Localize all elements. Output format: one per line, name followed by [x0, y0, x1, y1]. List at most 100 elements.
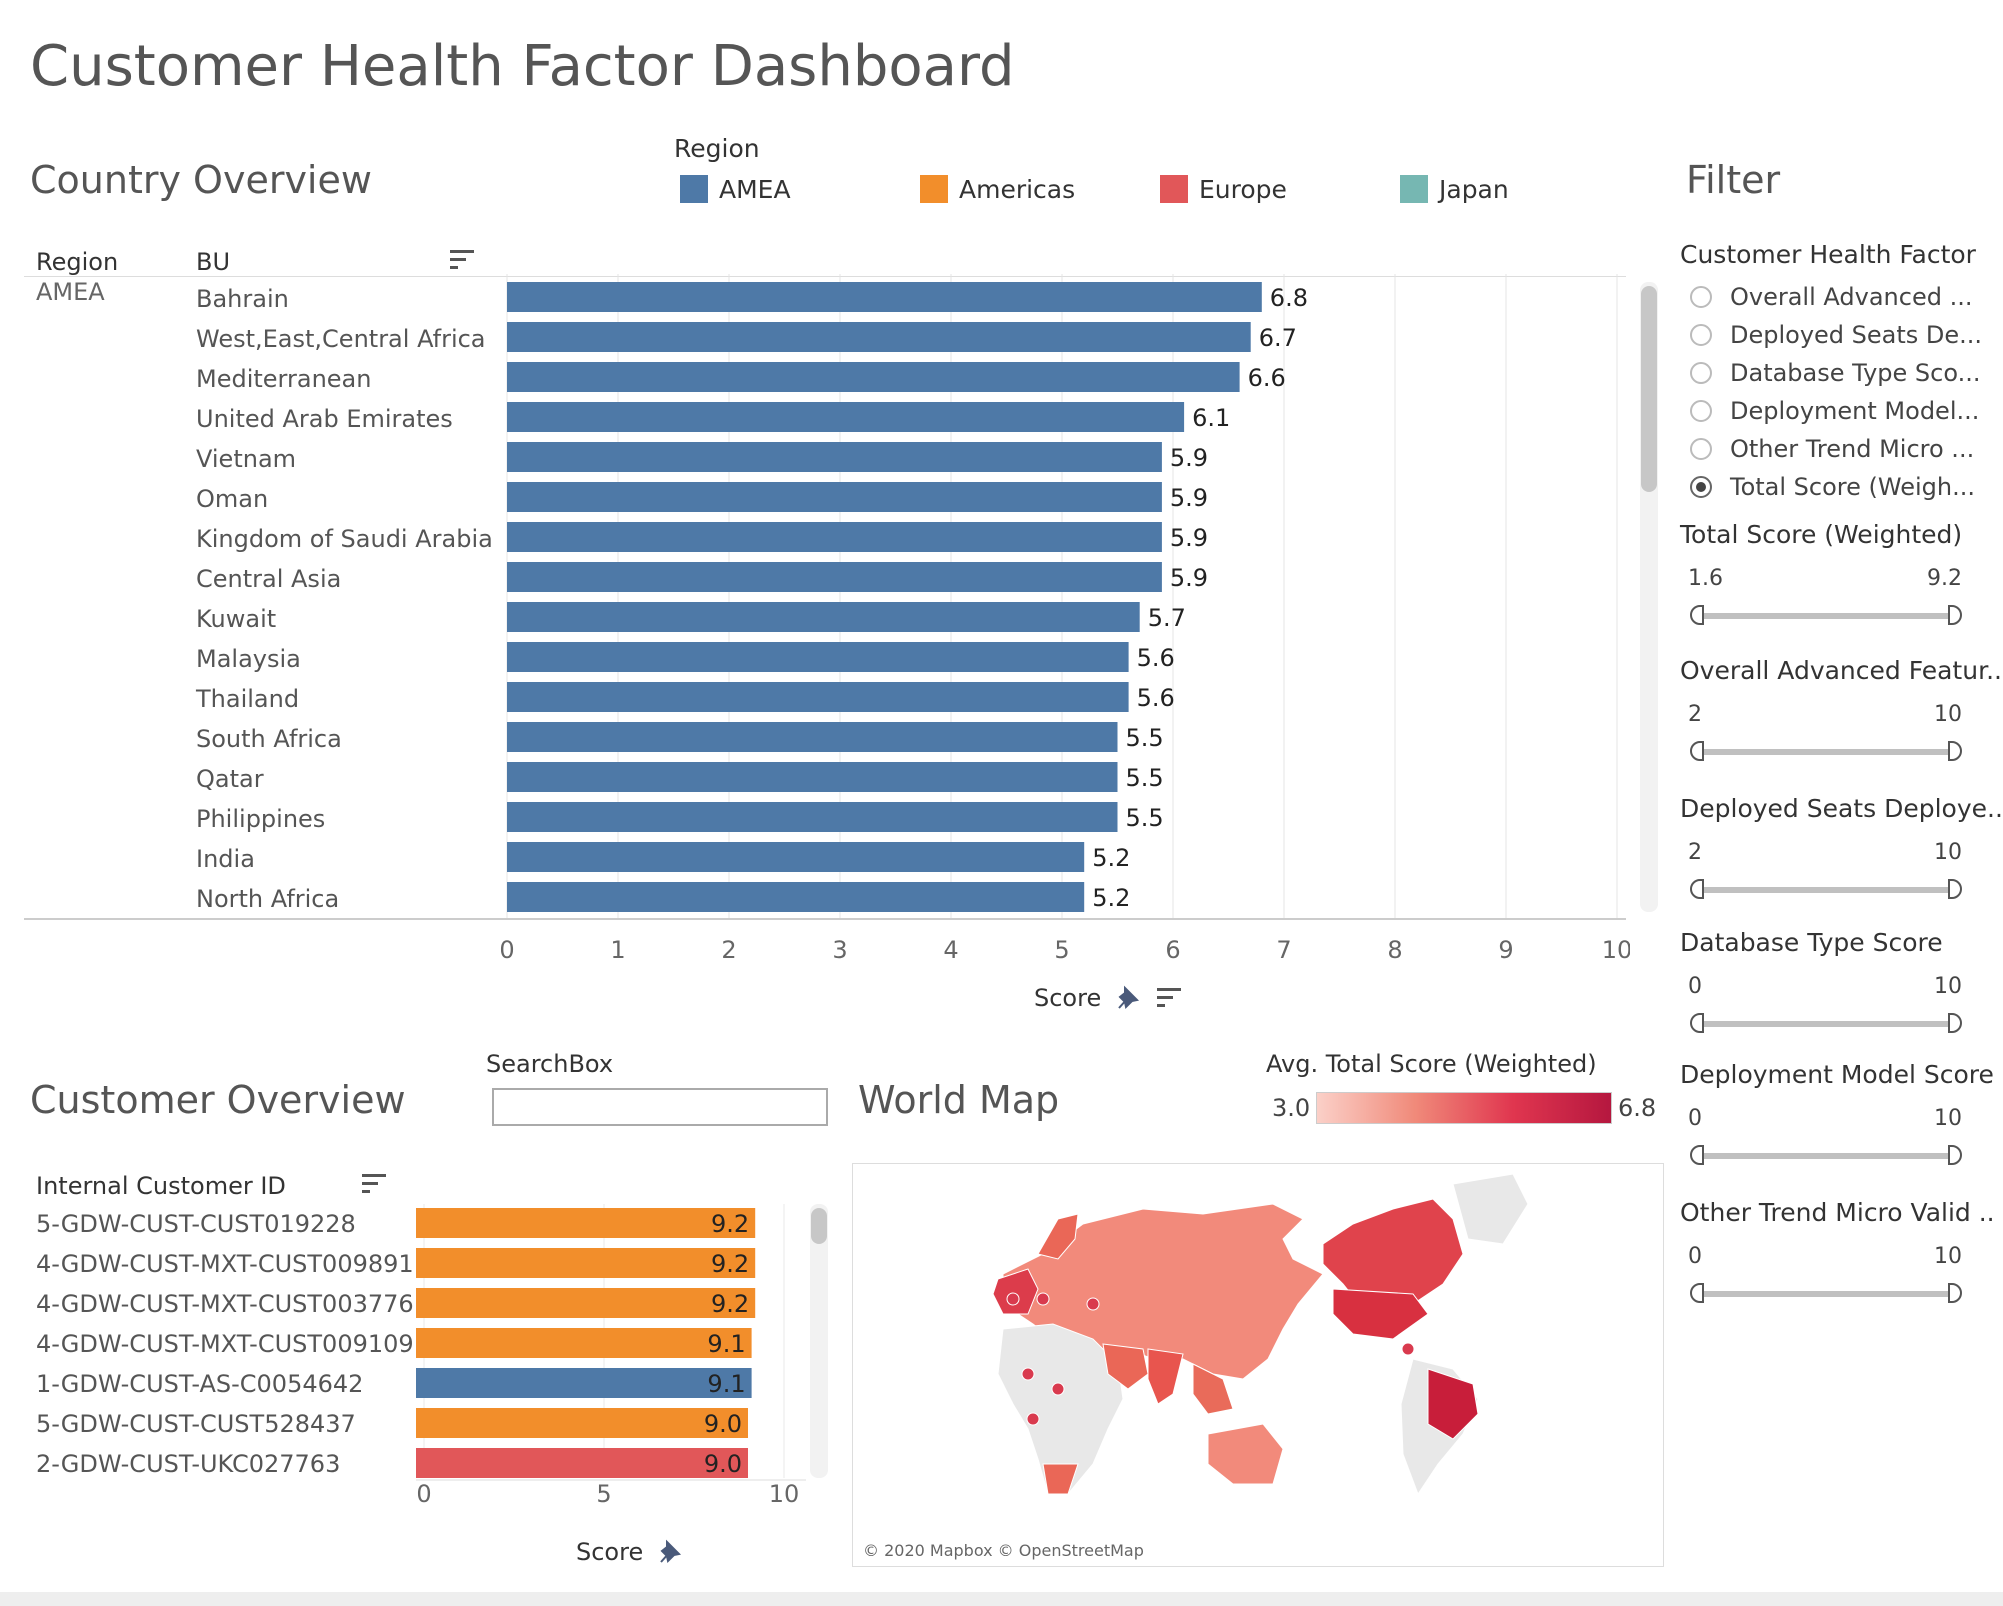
bu-label[interactable]: Bahrain [196, 285, 289, 313]
legend-item-americas[interactable]: Americas [920, 172, 1075, 206]
customer-scrollbar[interactable] [810, 1204, 828, 1478]
legend-item-japan[interactable]: Japan [1400, 172, 1509, 206]
range-slider[interactable] [1690, 605, 1962, 627]
factor-option[interactable]: Database Type Sco... [1690, 354, 1980, 392]
customer-sort-icon[interactable] [362, 1174, 386, 1194]
customer-bar[interactable] [416, 1208, 756, 1238]
customer-id-label[interactable]: 4-GDW-CUST-MXT-CUST009891 [36, 1250, 414, 1278]
customer-id-label[interactable]: 1-GDW-CUST-AS-C0054642 [36, 1370, 364, 1398]
radio-button[interactable] [1690, 400, 1712, 422]
range-slider[interactable] [1690, 1013, 1962, 1035]
range-slider[interactable] [1690, 1145, 1962, 1167]
bu-label[interactable]: Central Asia [196, 565, 342, 593]
country-bar[interactable] [507, 442, 1162, 472]
bu-label[interactable]: Philippines [196, 805, 326, 833]
customer-bar[interactable] [416, 1328, 752, 1358]
world-map[interactable]: © 2020 Mapbox © OpenStreetMap [852, 1163, 1664, 1567]
slider-max-handle[interactable] [1948, 1283, 1962, 1303]
customer-id-label[interactable]: 4-GDW-CUST-MXT-CUST003776 [36, 1290, 414, 1318]
radio-button[interactable] [1690, 362, 1712, 384]
slider-track[interactable] [1698, 613, 1954, 619]
pin-icon[interactable] [1113, 984, 1143, 1012]
country-bar[interactable] [507, 722, 1118, 752]
bu-label[interactable]: India [196, 845, 255, 873]
customer-id-column-header[interactable]: Internal Customer ID [36, 1172, 286, 1200]
radio-button[interactable] [1690, 286, 1712, 308]
bu-label[interactable]: Mediterranean [196, 365, 372, 393]
factor-option[interactable]: Other Trend Micro ... [1690, 430, 1974, 468]
slider-min-handle[interactable] [1690, 1283, 1704, 1303]
search-input[interactable] [492, 1088, 828, 1126]
world-map-canvas[interactable] [853, 1164, 1663, 1566]
country-bar[interactable] [507, 882, 1085, 912]
country-bar[interactable] [507, 522, 1162, 552]
customer-scrollbar-thumb[interactable] [811, 1208, 827, 1244]
radio-button[interactable] [1690, 438, 1712, 460]
factor-option[interactable]: Deployment Model... [1690, 392, 1979, 430]
slider-min-handle[interactable] [1690, 741, 1704, 761]
legend-item-amea[interactable]: AMEA [680, 172, 791, 206]
range-slider[interactable] [1690, 879, 1962, 901]
bu-label[interactable]: Oman [196, 485, 269, 513]
slider-min-handle[interactable] [1690, 879, 1704, 899]
customer-pin-icon[interactable] [655, 1538, 685, 1566]
bu-label[interactable]: United Arab Emirates [196, 405, 453, 433]
country-bar[interactable] [507, 362, 1240, 392]
country-bar[interactable] [507, 602, 1140, 632]
slider-track[interactable] [1698, 1153, 1954, 1159]
country-bar[interactable] [507, 682, 1129, 712]
bu-label[interactable]: West,East,Central Africa [196, 325, 486, 353]
slider-max-handle[interactable] [1948, 605, 1962, 625]
radio-button[interactable] [1690, 476, 1712, 498]
country-bar[interactable] [507, 402, 1185, 432]
factor-option[interactable]: Deployed Seats De... [1690, 316, 1982, 354]
range-slider[interactable] [1690, 741, 1962, 763]
country-bar[interactable] [507, 802, 1118, 832]
country-bar[interactable] [507, 762, 1118, 792]
slider-min-handle[interactable] [1690, 1145, 1704, 1165]
factor-option[interactable]: Total Score (Weigh... [1690, 468, 1975, 506]
country-scrollbar[interactable] [1640, 282, 1658, 912]
customer-id-label[interactable]: 5-GDW-CUST-CUST528437 [36, 1410, 356, 1438]
customer-id-label[interactable]: 5-GDW-CUST-CUST019228 [36, 1210, 356, 1238]
country-bar[interactable] [507, 282, 1262, 312]
map-credit[interactable]: © 2020 Mapbox © OpenStreetMap [863, 1541, 1144, 1560]
customer-bar[interactable] [416, 1248, 756, 1278]
legend-item-europe[interactable]: Europe [1160, 172, 1287, 206]
bu-label[interactable]: North Africa [196, 885, 340, 913]
customer-bar[interactable] [416, 1288, 756, 1318]
slider-track[interactable] [1698, 1291, 1954, 1297]
country-bar[interactable] [507, 562, 1162, 592]
score-sort-icon[interactable] [1157, 988, 1182, 1008]
slider-max-handle[interactable] [1948, 741, 1962, 761]
factor-option[interactable]: Overall Advanced ... [1690, 278, 1972, 316]
customer-bar[interactable] [416, 1368, 752, 1398]
customer-bar[interactable] [416, 1448, 748, 1478]
customer-id-label[interactable]: 2-GDW-CUST-UKC027763 [36, 1450, 341, 1478]
slider-max-handle[interactable] [1948, 1145, 1962, 1165]
country-bar[interactable] [507, 322, 1251, 352]
country-bar[interactable] [507, 642, 1129, 672]
country-bar[interactable] [507, 842, 1085, 872]
radio-button[interactable] [1690, 324, 1712, 346]
slider-track[interactable] [1698, 749, 1954, 755]
bu-column-header[interactable]: BU [196, 248, 231, 276]
slider-min-handle[interactable] [1690, 1013, 1704, 1033]
slider-track[interactable] [1698, 887, 1954, 893]
slider-max-handle[interactable] [1948, 879, 1962, 899]
bu-label[interactable]: Malaysia [196, 645, 301, 673]
region-column-header[interactable]: Region [36, 248, 119, 276]
range-slider[interactable] [1690, 1283, 1962, 1305]
customer-bar[interactable] [416, 1408, 748, 1438]
bu-label[interactable]: Kingdom of Saudi Arabia [196, 525, 493, 553]
bu-label[interactable]: South Africa [196, 725, 342, 753]
slider-track[interactable] [1698, 1021, 1954, 1027]
country-bar[interactable] [507, 482, 1162, 512]
bu-label[interactable]: Qatar [196, 765, 264, 793]
bu-label[interactable]: Vietnam [196, 445, 297, 473]
sort-icon[interactable] [450, 250, 474, 270]
customer-id-label[interactable]: 4-GDW-CUST-MXT-CUST009109 [36, 1330, 414, 1358]
slider-min-handle[interactable] [1690, 605, 1704, 625]
slider-max-handle[interactable] [1948, 1013, 1962, 1033]
bu-label[interactable]: Thailand [196, 685, 300, 713]
